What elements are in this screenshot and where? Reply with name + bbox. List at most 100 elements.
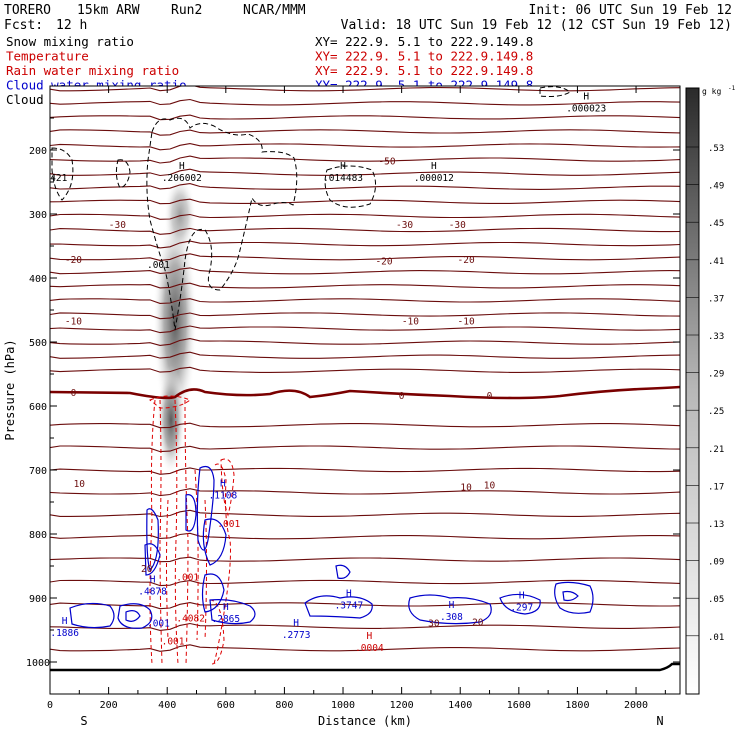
temperature-label: 0 bbox=[487, 391, 493, 402]
plot-frame bbox=[50, 86, 680, 694]
temperature-label: 0 bbox=[399, 391, 405, 402]
y-axis-title: Pressure (hPa) bbox=[3, 339, 17, 440]
extremum-value: .297 bbox=[510, 603, 533, 614]
colorbar-label: .21 bbox=[708, 445, 724, 455]
colorbar-gradient bbox=[685, 87, 700, 695]
extremum-value: .2865 bbox=[212, 614, 241, 625]
temperature-label: -20 bbox=[375, 256, 392, 267]
colorbar-label: .33 bbox=[708, 332, 724, 342]
temperature-label: -10 bbox=[402, 317, 419, 328]
temperature-label: -20 bbox=[65, 255, 82, 266]
extremum-letter: H bbox=[340, 161, 346, 172]
extremum-letter: H bbox=[293, 618, 299, 629]
isotherm-line bbox=[50, 488, 680, 497]
extremum-value: .2773 bbox=[282, 630, 311, 641]
colorbar-label: .37 bbox=[708, 294, 724, 304]
extremum-letter: H bbox=[367, 631, 373, 642]
field-legend-xy: XY= 222.9. 5.1 to 222.9.149.8 bbox=[315, 34, 533, 49]
temperature-labels: -50 -30 -30 -30 -20 -20 -20 -10 -10 -10 0 0 0 10 10 10 2… bbox=[65, 157, 496, 630]
field-legend-xy: XY= 222.9. 5.1 to 222.9.149.8 bbox=[315, 49, 533, 64]
run-number: Run2 bbox=[171, 3, 202, 18]
run-description: 15km ARW bbox=[77, 3, 140, 18]
x-axis-title: Distance (km) bbox=[318, 714, 412, 728]
field-legend-xy: XY= 222.9. 5.1 to 222.9.149.8 bbox=[315, 63, 533, 78]
x-tick-label: 0 bbox=[47, 700, 53, 711]
colorbar-unit: g kg bbox=[702, 87, 721, 96]
snow-shading-lower bbox=[157, 365, 185, 475]
isotherm-line bbox=[50, 338, 680, 346]
isotherm-line bbox=[50, 114, 680, 121]
x-tick-label: 1600 bbox=[507, 700, 531, 711]
extremum-value: 421 bbox=[50, 173, 67, 184]
extremum-letter: H bbox=[220, 479, 226, 490]
temperature-label: 10 bbox=[460, 482, 472, 493]
colorbar-label: .13 bbox=[708, 520, 724, 530]
isotherm-line bbox=[50, 98, 680, 106]
y-tick-label: 400 bbox=[29, 274, 47, 285]
south-label: S bbox=[80, 714, 87, 728]
colorbar-label: .05 bbox=[708, 595, 724, 605]
isotherm-line bbox=[50, 445, 680, 453]
snow-shading-top bbox=[164, 175, 196, 255]
cloud-water-contours bbox=[69, 465, 594, 629]
colorbar-label: .09 bbox=[708, 558, 724, 568]
isotherm-line bbox=[50, 622, 680, 631]
isotherm-line bbox=[50, 143, 680, 151]
extremum-value: .001 bbox=[162, 637, 185, 648]
header: TORERO 15km ARW Run2 NCAR/MMM Init: 06 U… bbox=[4, 3, 732, 33]
field-legend-name: Temperature bbox=[6, 49, 89, 64]
isotherm-line bbox=[50, 644, 680, 652]
colorbar: .53 .49 .45 .41 .37 .33 .29 .25 .21 .17 .13 .09 .05.… bbox=[685, 85, 736, 695]
y-tick-label: 600 bbox=[29, 402, 47, 413]
isotherm-line bbox=[50, 129, 680, 136]
isotherm-line bbox=[50, 366, 680, 373]
colorbar-label: .25 bbox=[708, 407, 724, 417]
temperature-label: 10 bbox=[74, 479, 86, 490]
extremum-value: .206002 bbox=[162, 173, 202, 184]
plot-border bbox=[49, 85, 681, 695]
extremum-letter: H bbox=[583, 91, 589, 102]
isotherm-line bbox=[50, 267, 680, 275]
extremum-value: .001 bbox=[147, 619, 170, 630]
isotherm-line bbox=[50, 282, 680, 289]
temperature-label: 20 bbox=[472, 617, 484, 628]
temperature-label: 20 bbox=[141, 564, 153, 575]
x-tick-label: 600 bbox=[217, 700, 235, 711]
extremum-value: .4878 bbox=[138, 587, 167, 598]
isotherm-line bbox=[50, 227, 680, 235]
x-tick-label: 200 bbox=[100, 700, 118, 711]
extremum-letter: H bbox=[150, 575, 156, 586]
y-tick-label: 900 bbox=[29, 594, 47, 605]
y-tick-label: 300 bbox=[29, 210, 47, 221]
y-tick-label: 500 bbox=[29, 338, 47, 349]
extrema-labels: H.206002H.014483H.000012H.000023.001421H… bbox=[50, 91, 606, 654]
temperature-label: 10 bbox=[484, 480, 496, 491]
temperature-label: -30 bbox=[449, 220, 466, 231]
x-tick-label: 2000 bbox=[624, 700, 648, 711]
isotherm-line bbox=[50, 298, 680, 304]
isotherm-line bbox=[50, 253, 680, 261]
forecast-label: Fcst: bbox=[4, 18, 43, 33]
x-tick-label: 400 bbox=[158, 700, 176, 711]
temperature-label: -30 bbox=[109, 220, 126, 231]
temperature-label: -10 bbox=[458, 317, 475, 328]
init-time: Init: 06 UTC Sun 19 Feb 12 bbox=[529, 3, 733, 18]
x-tick-label: 1400 bbox=[448, 700, 472, 711]
isotherm-line bbox=[50, 422, 680, 429]
colorbar-label: .01 bbox=[708, 633, 724, 643]
x-tick-label: 1200 bbox=[390, 700, 414, 711]
isotherm-line bbox=[50, 509, 680, 518]
colorbar-label: .45 bbox=[708, 219, 724, 229]
extremum-value: .001 bbox=[217, 519, 240, 530]
isotherm-line bbox=[50, 312, 680, 320]
isotherm-line bbox=[50, 579, 680, 587]
x-tick-label: 800 bbox=[275, 700, 293, 711]
extremum-value: .1886 bbox=[50, 628, 79, 639]
extremum-value: .001 bbox=[147, 260, 170, 271]
extremum-letter: H bbox=[346, 589, 352, 600]
temperature-label: 0 bbox=[71, 388, 77, 399]
extremum-value: .4082 bbox=[176, 613, 205, 624]
colorbar-label: .53 bbox=[708, 144, 724, 154]
